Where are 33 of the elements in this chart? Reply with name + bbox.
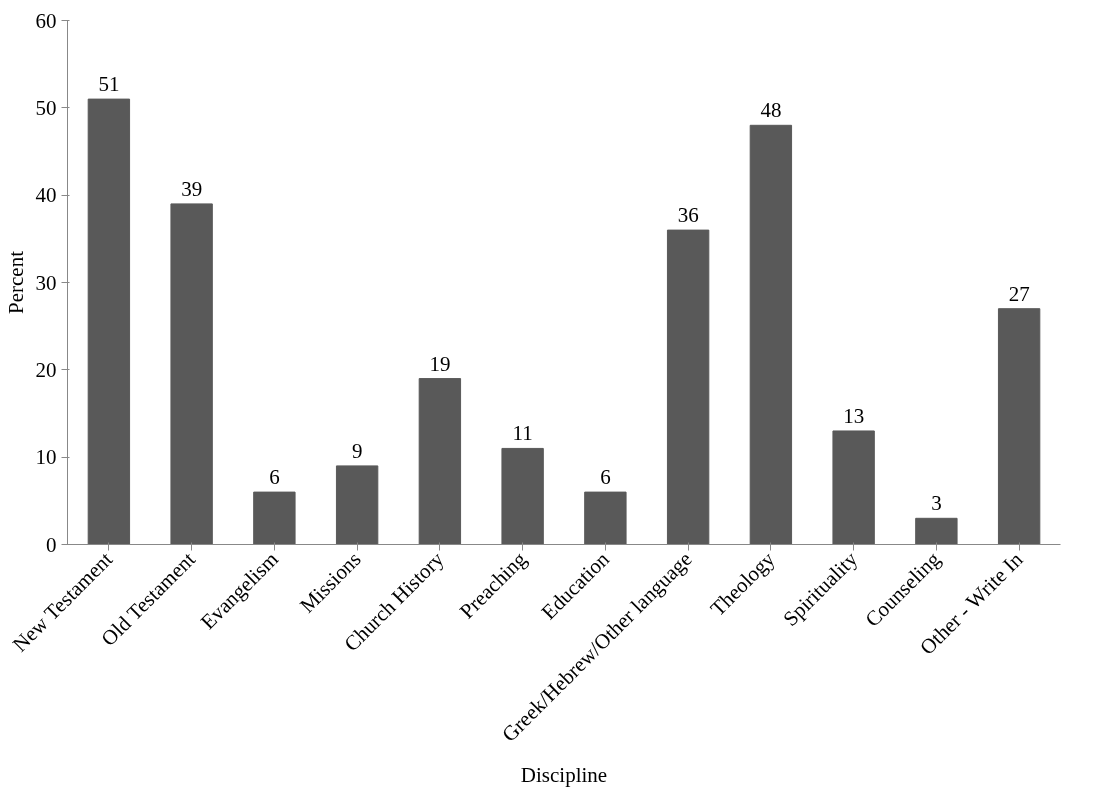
data-label: 6 [600, 465, 611, 490]
bar [666, 229, 710, 545]
data-label: 39 [181, 176, 203, 201]
x-axis-title: Discipline [520, 763, 608, 788]
data-label: 27 [1008, 281, 1030, 306]
y-tick-label: 10 [35, 445, 57, 470]
data-label: 51 [98, 72, 120, 97]
bar [170, 203, 213, 545]
data-label: 3 [931, 491, 942, 516]
data-label: 11 [512, 421, 533, 446]
y-axis-title: Percent [3, 250, 28, 314]
bar [584, 491, 627, 545]
data-label: 6 [269, 465, 280, 490]
bar [335, 465, 379, 545]
data-label: 9 [351, 438, 363, 463]
bar [915, 517, 958, 545]
y-tick-label: 30 [35, 270, 57, 295]
y-tick-label: 40 [35, 183, 57, 208]
y-tick-label: 50 [35, 95, 57, 120]
data-label: 48 [760, 98, 782, 123]
bar [418, 378, 462, 545]
bar [997, 308, 1041, 545]
data-label: 19 [429, 351, 451, 376]
bar [832, 430, 875, 545]
y-tick-label: 60 [35, 8, 57, 33]
data-label: 36 [677, 203, 699, 228]
data-label: 13 [843, 403, 865, 428]
bar [749, 124, 793, 545]
y-tick-label: 0 [46, 532, 57, 557]
bar [253, 491, 296, 545]
y-tick-label: 20 [35, 357, 57, 382]
bar [87, 98, 131, 545]
bar [501, 447, 544, 545]
